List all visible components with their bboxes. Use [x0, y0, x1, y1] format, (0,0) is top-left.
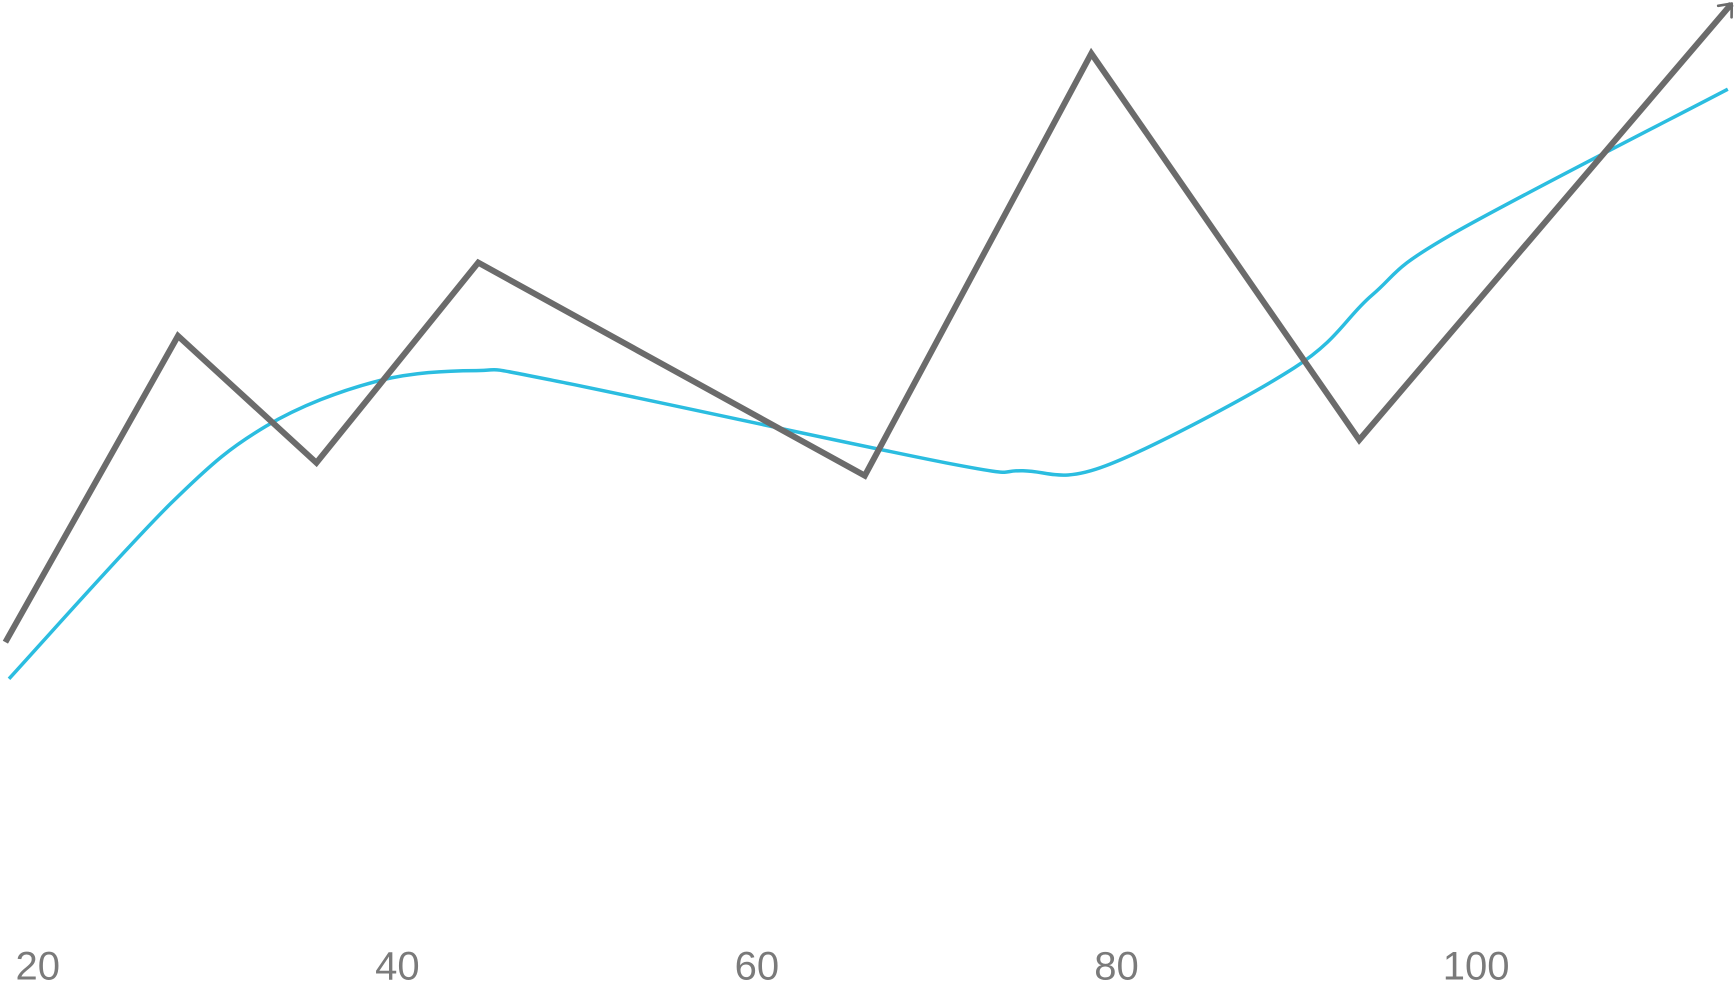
line-series: [7, 87, 1729, 681]
x-tick-label: 60: [735, 945, 780, 989]
line-series: [2, 2, 1734, 644]
x-tick-label: 20: [16, 945, 61, 989]
x-tick-label: 80: [1094, 945, 1139, 989]
x-tick-label: 40: [375, 945, 420, 989]
x-tick-label: 100: [1443, 945, 1510, 989]
